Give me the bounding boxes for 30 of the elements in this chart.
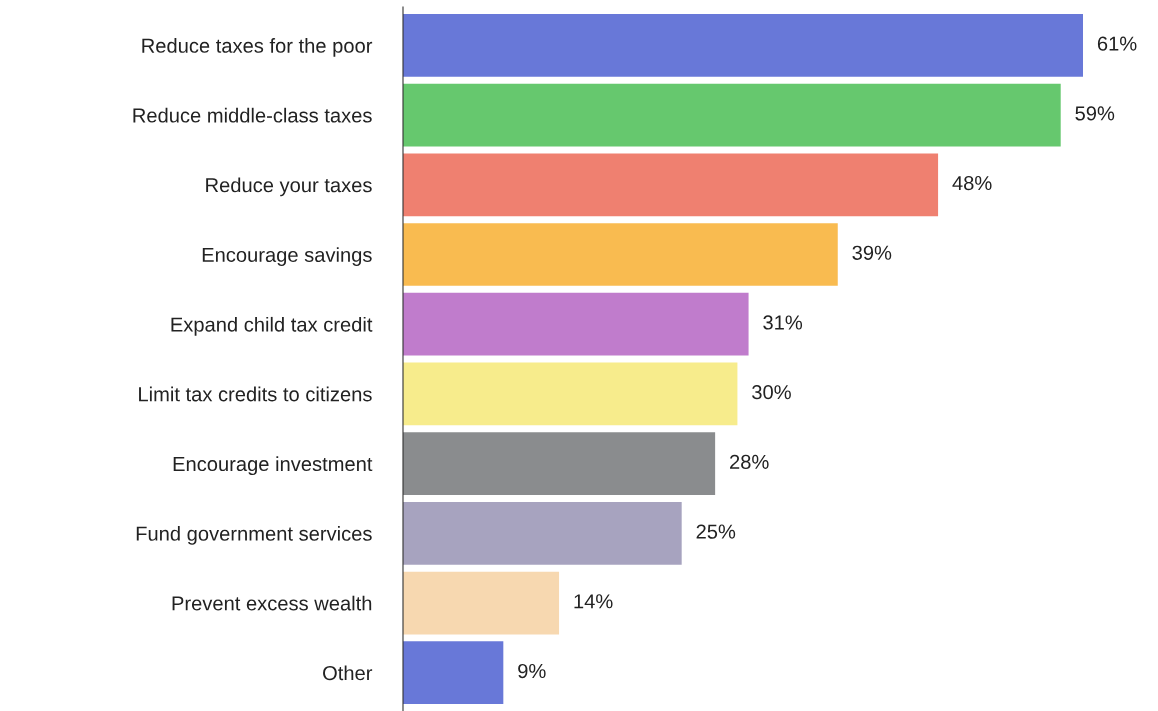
data-label: 61% bbox=[1097, 36, 1137, 51]
bar bbox=[403, 292, 749, 356]
y-tick-label: Encourage investment bbox=[173, 456, 373, 476]
bar bbox=[403, 83, 1061, 147]
data-label: 48% bbox=[952, 175, 992, 191]
data-label: 59% bbox=[1075, 106, 1115, 121]
data-label: 31% bbox=[763, 315, 803, 330]
bar bbox=[403, 223, 838, 286]
bar bbox=[403, 14, 1083, 77]
y-tick-label: Reduce your taxes bbox=[206, 177, 372, 197]
data-label: 39% bbox=[852, 245, 892, 260]
y-tick-label: Reduce middle-class taxes bbox=[133, 107, 372, 123]
data-label: 28% bbox=[730, 454, 769, 470]
y-tick-label: Fund government services bbox=[136, 526, 372, 545]
y-tick-label: Other bbox=[323, 665, 373, 681]
y-tick-label: Limit tax credits to citizens bbox=[139, 386, 372, 402]
data-label: 9% bbox=[518, 663, 546, 679]
bar bbox=[403, 432, 716, 495]
y-tick-label: Reduce taxes for the poor bbox=[142, 38, 373, 57]
data-label: 14% bbox=[574, 594, 613, 609]
bar bbox=[403, 571, 560, 635]
bar bbox=[403, 153, 939, 217]
y-tick-label: Encourage savings bbox=[202, 247, 372, 266]
data-label: 30% bbox=[752, 385, 791, 400]
data-label: 25% bbox=[696, 524, 736, 539]
bar bbox=[403, 641, 504, 705]
bar bbox=[403, 501, 682, 565]
bar bbox=[403, 362, 738, 426]
y-tick-label: Expand child tax credit bbox=[171, 316, 373, 336]
y-tick-label: Prevent excess wealth bbox=[172, 595, 372, 611]
